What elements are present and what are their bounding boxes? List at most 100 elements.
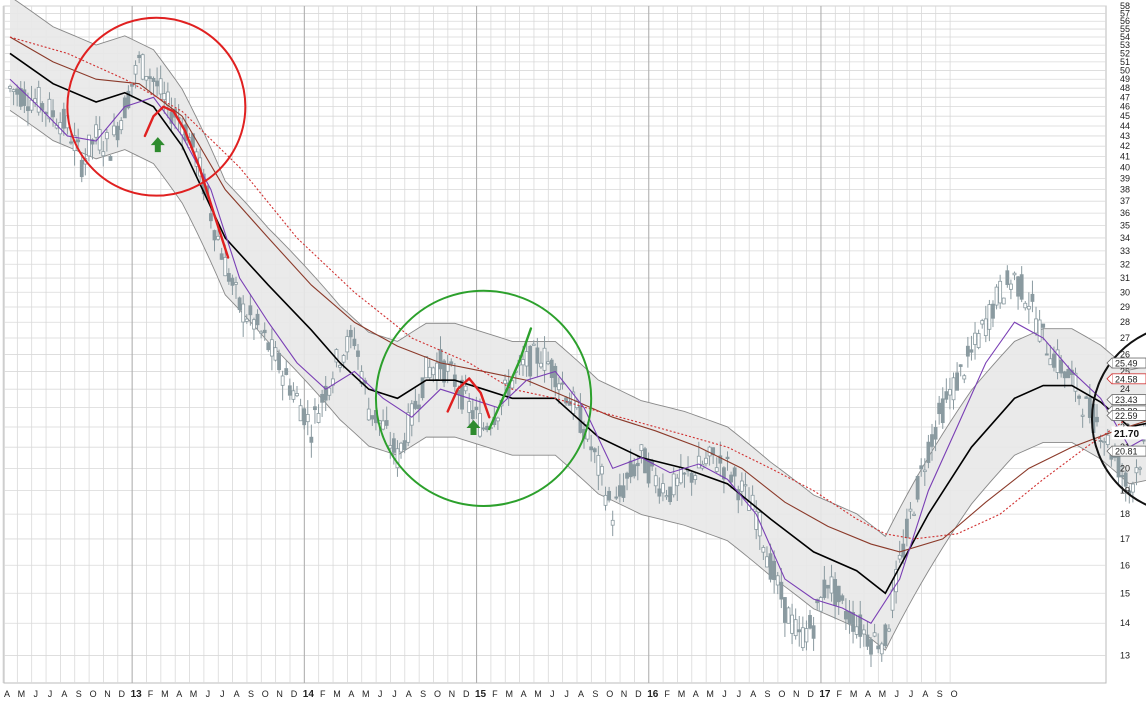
candle-body	[639, 444, 644, 451]
candle-body	[327, 387, 332, 396]
candle-body	[112, 125, 116, 136]
candle-body	[334, 349, 339, 363]
x-tick-month-label: M	[190, 689, 198, 699]
y-tick-label: 15	[1120, 588, 1130, 598]
candle-body	[15, 88, 20, 95]
x-tick-month-label: A	[578, 689, 584, 699]
x-tick-month-label: J	[48, 689, 53, 699]
candle-body	[793, 619, 798, 637]
candle-body	[908, 508, 913, 512]
price-tag-label: 25.49	[1115, 359, 1138, 369]
candle-body	[226, 273, 231, 282]
candle-body	[944, 391, 949, 400]
candle-body	[11, 89, 16, 93]
candle-body	[610, 519, 615, 526]
candle-body	[305, 414, 310, 423]
candle-body	[503, 379, 507, 384]
last-price-box	[1111, 426, 1146, 440]
x-tick-year-label: 13	[131, 689, 143, 700]
candle-body	[987, 304, 992, 330]
candle-body	[413, 400, 418, 409]
candle-body	[894, 569, 899, 593]
candle-body	[388, 445, 393, 449]
candle-body	[409, 403, 414, 426]
candle-body	[539, 362, 543, 368]
candle-body	[356, 350, 360, 357]
x-tick-month-label: J	[722, 689, 727, 699]
time-axis: A M J J A S O N D 13 F M A M J J A S O N D 14 F M A M J J A S O N D 15 F M A…	[4, 689, 958, 700]
candle-body	[912, 513, 916, 516]
y-tick-label: 13	[1120, 650, 1130, 660]
x-tick-month-label: J	[894, 689, 899, 699]
candle-body	[291, 390, 296, 400]
y-tick-label: 52	[1120, 48, 1130, 58]
candle-body	[230, 277, 235, 286]
candle-body	[155, 80, 159, 87]
candle-body	[851, 612, 855, 632]
x-tick-month-label: O	[778, 689, 785, 699]
candle-body	[668, 486, 672, 503]
x-tick-month-label: A	[234, 689, 240, 699]
price-tag-label: 20.81	[1115, 447, 1138, 457]
candle-body	[402, 440, 407, 450]
candle-body	[1123, 472, 1128, 487]
x-tick-year-label: 17	[819, 689, 831, 700]
candle-body	[478, 413, 482, 437]
candle-body	[169, 111, 174, 124]
red-arc-2014	[446, 377, 491, 419]
candle-body	[1034, 318, 1038, 334]
candle-body	[560, 382, 565, 385]
candle-body	[940, 398, 945, 424]
candle-body	[757, 512, 762, 537]
candle-body	[930, 434, 934, 447]
candle-body	[1055, 349, 1060, 373]
candle-body	[1077, 395, 1081, 399]
candle-body	[1030, 293, 1035, 302]
x-tick-month-label: A	[750, 689, 756, 699]
candle-body	[1026, 305, 1031, 310]
candle-body	[847, 611, 852, 625]
price-tag-label: 23.43	[1115, 395, 1138, 405]
candle-body	[216, 235, 220, 240]
y-tick-label: 29	[1120, 302, 1130, 312]
candle-body	[417, 404, 421, 410]
candle-body	[384, 420, 389, 426]
candle-body	[470, 410, 475, 420]
candle-body	[22, 89, 27, 106]
candle-body	[897, 554, 902, 560]
band-lower	[9, 109, 1146, 651]
candle-body	[1059, 359, 1064, 374]
x-tick-month-label: D	[807, 689, 814, 699]
candle-body	[36, 87, 41, 113]
candle-body	[101, 151, 106, 157]
x-tick-month-label: M	[678, 689, 686, 699]
y-tick-label: 14	[1120, 618, 1130, 628]
candle-body	[273, 347, 278, 361]
x-tick-month-label: O	[606, 689, 613, 699]
candle-body	[61, 108, 66, 129]
candle-body	[829, 576, 834, 594]
candle-body	[937, 402, 942, 415]
candle-body	[1130, 483, 1135, 493]
candle-body	[783, 597, 787, 623]
candle-body	[843, 610, 848, 620]
x-tick-month-label: F	[492, 689, 498, 699]
x-tick-month-label: N	[793, 689, 800, 699]
candle-body	[162, 93, 167, 101]
candle-body	[542, 347, 547, 371]
candle-body	[277, 352, 281, 371]
x-tick-month-label: J	[550, 689, 555, 699]
candle-body	[779, 581, 784, 600]
candle-body	[768, 553, 773, 580]
candle-body	[510, 380, 515, 389]
candle-body	[600, 466, 604, 475]
x-tick-month-label: J	[378, 689, 383, 699]
y-tick-label: 42	[1120, 141, 1130, 151]
y-tick-label: 16	[1120, 560, 1130, 570]
annotations	[66, 16, 1146, 507]
candle-body	[1016, 276, 1020, 297]
candle-body	[269, 339, 274, 357]
x-tick-month-label: D	[463, 689, 470, 699]
y-tick-label: 34	[1120, 233, 1130, 243]
x-tick-month-label: J	[33, 689, 38, 699]
